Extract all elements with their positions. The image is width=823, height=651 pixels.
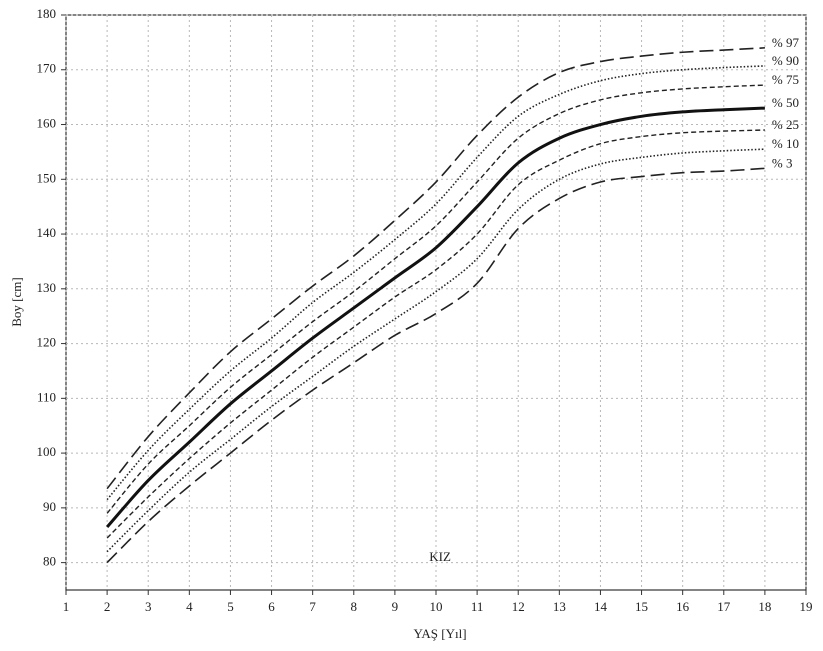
y-tick-label: 180 (37, 6, 57, 21)
x-tick-label: 11 (471, 599, 484, 614)
x-tick-label: 17 (717, 599, 731, 614)
annotation: KIZ (429, 549, 451, 564)
x-tick-label: 3 (145, 599, 152, 614)
x-tick-label: 13 (553, 599, 566, 614)
y-tick-label: 160 (37, 116, 57, 131)
y-tick-label: 100 (37, 444, 57, 459)
legend-label: % 50 (772, 95, 799, 110)
x-tick-label: 6 (268, 599, 275, 614)
percentile-line (106, 167, 765, 564)
y-tick-label: 150 (37, 170, 57, 185)
x-tick-label: 14 (594, 599, 608, 614)
x-tick-label: 4 (186, 599, 193, 614)
x-axis-label: YAŞ [Yıl] (413, 626, 466, 641)
x-tick-label: 10 (430, 599, 443, 614)
percentile-line (106, 84, 765, 514)
x-tick-label: 12 (512, 599, 525, 614)
legend-label: % 75 (772, 72, 799, 87)
y-tick-label: 120 (37, 335, 57, 350)
percentile-line (106, 148, 765, 553)
y-axis-label: Boy [cm] (9, 277, 24, 326)
x-tick-label: 16 (676, 599, 690, 614)
legend-label: % 90 (772, 53, 799, 68)
percentile-line (105, 106, 765, 529)
x-tick-label: 5 (227, 599, 234, 614)
y-tick-label: 140 (37, 225, 57, 240)
x-tick-label: 18 (758, 599, 771, 614)
x-tick-label: 2 (104, 599, 111, 614)
legend-label: % 10 (772, 136, 799, 151)
legend-label: % 3 (772, 155, 793, 170)
x-tick-label: 19 (800, 599, 813, 614)
percentile-line (106, 129, 765, 539)
y-tick-label: 170 (37, 61, 57, 76)
legend-label: % 25 (772, 117, 799, 132)
x-tick-label: 1 (63, 599, 70, 614)
percentile-line (106, 47, 765, 490)
y-tick-label: 130 (37, 280, 57, 295)
legend-label: % 97 (772, 35, 800, 50)
y-tick-label: 80 (43, 554, 56, 569)
y-tick-label: 90 (43, 499, 56, 514)
x-tick-label: 9 (392, 599, 399, 614)
x-tick-label: 8 (351, 599, 358, 614)
x-tick-label: 7 (309, 599, 316, 614)
y-tick-label: 110 (37, 389, 56, 404)
x-tick-label: 15 (635, 599, 648, 614)
